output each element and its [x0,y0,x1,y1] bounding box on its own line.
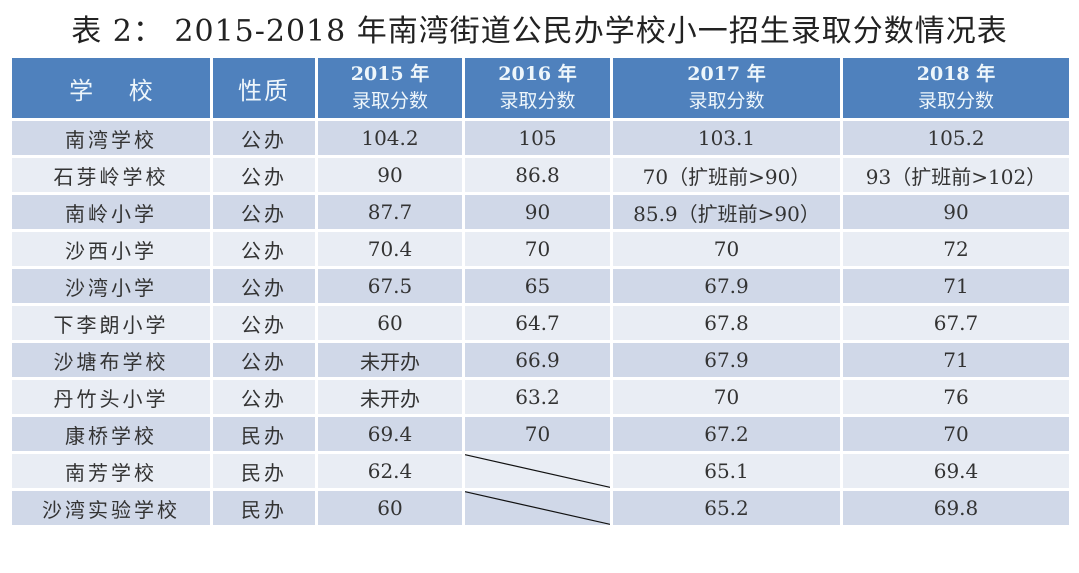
score-2015: 62.4 [315,451,465,491]
table-row: 南湾学校 公办 104.2 105 103.1 105.2 [9,118,1072,158]
header-school: 学 校 [9,55,213,121]
table-row: 康桥学校 民办 69.4 70 67.2 70 [9,414,1072,454]
score-2016: 86.8 [462,155,613,195]
score-2017: 85.9（扩班前>90） [610,192,843,232]
school-type: 民办 [210,451,318,491]
school-type: 公办 [210,340,318,380]
school-name: 沙西小学 [9,229,213,269]
table-row: 沙塘布学校 公办 未开办 66.9 67.9 71 [9,340,1072,380]
header-2015: 2015 年 录取分数 [315,55,465,121]
school-name: 沙塘布学校 [9,340,213,380]
score-2018: 71 [840,266,1072,306]
table-row: 下李朗小学 公办 60 64.7 67.8 67.7 [9,303,1072,343]
score-2016: 105 [462,118,613,158]
school-type: 公办 [210,266,318,306]
score-2017: 103.1 [610,118,843,158]
score-2016-empty [462,488,613,528]
table-row: 沙湾小学 公办 67.5 65 67.9 71 [9,266,1072,306]
table-row: 丹竹头小学 公办 未开办 63.2 70 76 [9,377,1072,417]
score-2015: 90 [315,155,465,195]
header-2018-label: 录取分数 [917,90,994,112]
score-2015: 60 [315,488,465,528]
score-2018: 69.4 [840,451,1072,491]
score-2016: 64.7 [462,303,613,343]
header-type: 性质 [210,55,318,121]
table-row: 南岭小学 公办 87.7 90 85.9（扩班前>90） 90 [9,192,1072,232]
header-2017: 2017 年 录取分数 [610,55,843,121]
school-type: 公办 [210,118,318,158]
score-2015: 69.4 [315,414,465,454]
score-2016: 63.2 [462,377,613,417]
score-2017: 65.2 [610,488,843,528]
school-type: 公办 [210,155,318,195]
score-2018: 67.7 [840,303,1072,343]
school-name: 南芳学校 [9,451,213,491]
score-2018: 90 [840,192,1072,232]
school-type: 公办 [210,192,318,232]
score-2017: 70 [610,377,843,417]
school-type: 公办 [210,377,318,417]
school-type: 公办 [210,229,318,269]
score-2018: 76 [840,377,1072,417]
score-2016-empty [462,451,613,491]
school-name: 沙湾小学 [9,266,213,306]
score-2018: 70 [840,414,1072,454]
score-2016: 90 [462,192,613,232]
school-type: 民办 [210,414,318,454]
school-name: 丹竹头小学 [9,377,213,417]
score-2015: 60 [315,303,465,343]
table-row: 沙湾实验学校 民办 60 65.2 69.8 [9,488,1072,528]
header-2017-label: 录取分数 [688,90,765,112]
school-name: 下李朗小学 [9,303,213,343]
score-2017: 70 [610,229,843,269]
table-row: 沙西小学 公办 70.4 70 70 72 [9,229,1072,269]
school-type: 公办 [210,303,318,343]
header-2015-year: 2015 年 [350,63,430,85]
school-type: 民办 [210,488,318,528]
school-name: 南湾学校 [9,118,213,158]
score-2018: 72 [840,229,1072,269]
score-2015: 104.2 [315,118,465,158]
table-title: 表 2： 2015-2018 年南湾街道公民办学校小一招生录取分数情况表 [71,14,1008,49]
diagonal-slash-icon [465,491,610,525]
score-2017: 67.9 [610,266,843,306]
header-2018-year: 2018 年 [916,63,996,85]
score-2017: 67.9 [610,340,843,380]
table-row: 石芽岭学校 公办 90 86.8 70（扩班前>90） 93（扩班前>102） [9,155,1072,195]
score-2016: 70 [462,414,613,454]
diagonal-slash-icon [465,454,610,488]
header-2016-year: 2016 年 [498,63,577,85]
score-2018: 105.2 [840,118,1072,158]
school-name: 石芽岭学校 [9,155,213,195]
score-2018: 71 [840,340,1072,380]
score-2015: 未开办 [315,340,465,380]
header-2016-label: 录取分数 [499,90,576,112]
score-2015: 70.4 [315,229,465,269]
score-2018: 93（扩班前>102） [840,155,1072,195]
score-2018: 69.8 [840,488,1072,528]
score-2016: 65 [462,266,613,306]
header-2017-year: 2017 年 [687,63,766,85]
score-2017: 67.8 [610,303,843,343]
score-2016: 70 [462,229,613,269]
score-2017: 70（扩班前>90） [610,155,843,195]
table-row: 南芳学校 民办 62.4 65.1 69.4 [9,451,1072,491]
score-2017: 67.2 [610,414,843,454]
score-2015: 87.7 [315,192,465,232]
header-2016: 2016 年 录取分数 [462,55,613,121]
header-2018: 2018 年 录取分数 [840,55,1072,121]
school-name: 康桥学校 [9,414,213,454]
score-2015: 67.5 [315,266,465,306]
score-2016: 66.9 [462,340,613,380]
header-row: 学 校 性质 2015 年 录取分数 2016 年 录取分数 2017 年 录取… [9,55,1072,121]
score-2017: 65.1 [610,451,843,491]
score-2015: 未开办 [315,377,465,417]
school-name: 南岭小学 [9,192,213,232]
header-2015-label: 录取分数 [351,90,428,112]
school-name: 沙湾实验学校 [9,488,213,528]
admission-scores-table: 学 校 性质 2015 年 录取分数 2016 年 录取分数 2017 年 录取… [9,55,1072,528]
